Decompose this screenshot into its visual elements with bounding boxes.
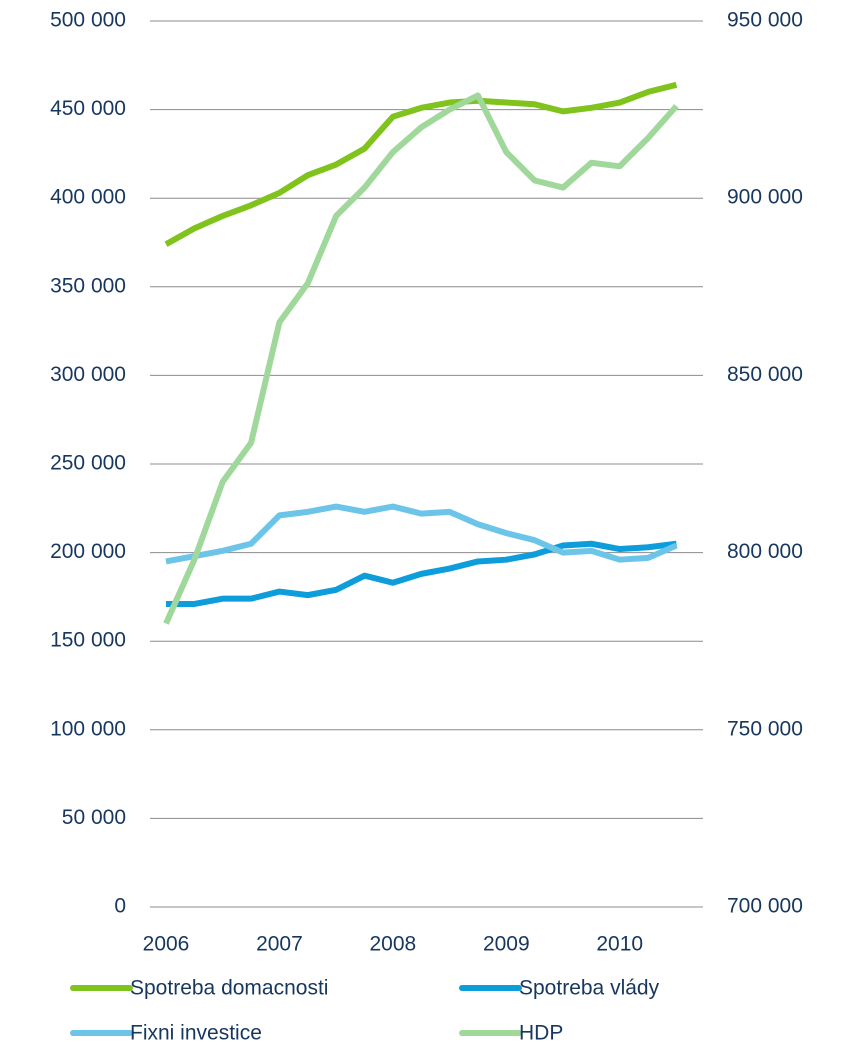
x-tick-label: 2009 [483,933,530,956]
x-tick-label: 2010 [596,933,643,956]
y-tick-label: 400 000 [50,186,126,209]
y-tick-label: 50 000 [62,806,126,829]
y2-tick-label: 850 000 [727,363,803,386]
y-tick-label: 300 000 [50,363,126,386]
legend-label: HDP [519,1022,563,1045]
y-tick-label: 500 000 [50,9,126,32]
legend-label: Fixni investice [130,1022,262,1045]
series-line [164,81,678,247]
y2-tick-label: 900 000 [727,186,803,209]
y-tick-label: 350 000 [50,274,126,297]
x-tick-label: 2006 [143,933,190,956]
x-tick-label: 2008 [370,933,417,956]
series-line [165,503,678,565]
y-tick-label: 200 000 [50,540,126,563]
y2-tick-label: 950 000 [727,9,803,32]
y-tick-label: 450 000 [50,97,126,120]
x-tick-label: 2007 [256,933,303,956]
y2-tick-label: 750 000 [727,717,803,740]
legend-label: Spotreba domacnosti [130,977,328,1000]
series-line [163,92,679,625]
y2-tick-label: 800 000 [727,540,803,563]
y-tick-label: 100 000 [50,717,126,740]
legend-label: Spotreba vlády [519,977,660,1000]
y2-tick-label: 700 000 [727,895,803,918]
y-tick-label: 0 [114,895,126,918]
y-tick-label: 150 000 [50,629,126,652]
series-line [166,540,677,607]
y-tick-label: 250 000 [50,452,126,475]
